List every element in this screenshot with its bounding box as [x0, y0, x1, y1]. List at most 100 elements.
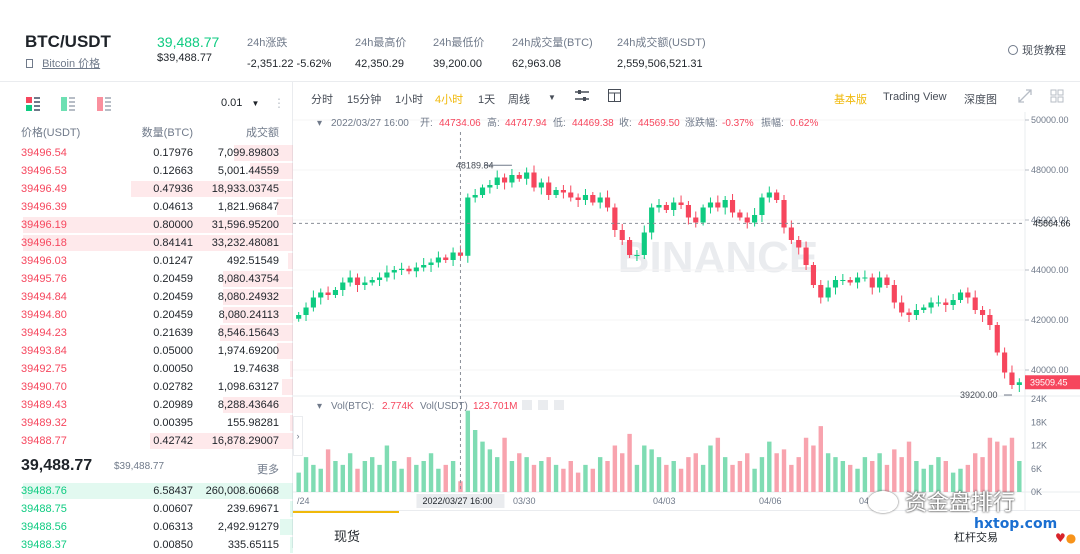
orderbook-row[interactable]: 39494.84 0.20459 8,080.24932: [0, 288, 293, 306]
orderbook-asks-icon[interactable]: [97, 97, 111, 111]
orderbook-bids-icon[interactable]: [61, 97, 75, 111]
orderbook-price: 39494.23: [21, 327, 67, 339]
more-link[interactable]: 更多: [257, 464, 279, 476]
candle-body: [494, 177, 500, 185]
candle-body: [715, 202, 721, 208]
interval-tab[interactable]: 分时: [311, 94, 333, 106]
orderbook-row[interactable]: 39490.70 0.02782 1,098.63127: [0, 378, 293, 396]
candle-body: [318, 292, 324, 298]
orderbook-row[interactable]: 39496.39 0.04613 1,821.96847: [0, 198, 293, 216]
orderbook-row[interactable]: 39488.77 0.42742 16,878.29007: [0, 432, 293, 450]
orderbook-total: 8,288.43646: [217, 399, 279, 411]
volume-bar: [399, 468, 404, 492]
tab-margin[interactable]: 杠杆交易: [954, 529, 998, 545]
orderbook-row[interactable]: 39488.37 0.00850 335.65115: [0, 536, 293, 554]
orderbook-qty: 0.20989: [153, 399, 193, 411]
volume-bar: [472, 430, 478, 492]
depth-bar: [290, 537, 293, 553]
fullscreen-icon[interactable]: [1018, 89, 1032, 106]
orderbook-price: 39496.18: [21, 237, 67, 249]
vol-visibility-icon[interactable]: [522, 400, 532, 410]
time-tick-label: 04: [859, 496, 869, 506]
orderbook-row[interactable]: 39496.54 0.17976 7,099.89803: [0, 144, 293, 162]
depth-bar: [276, 343, 293, 359]
orderbook-row[interactable]: 39496.18 0.84141 33,232.48081: [0, 234, 293, 252]
spot-tutorial-link[interactable]: 现货教程: [1008, 42, 1066, 58]
orderbook-total: 1,821.96847: [217, 201, 279, 213]
depth-bar: [287, 253, 293, 269]
chart-canvas[interactable]: BINANCE 50000.00 48000.00 46000.00 44000.00…: [293, 112, 1080, 540]
volume-bar: [796, 457, 801, 492]
interval-tab[interactable]: 1小时: [395, 94, 424, 106]
volume-bar: [649, 449, 654, 492]
candle-body: [935, 302, 942, 304]
pair-subtitle[interactable]: Bitcoin 价格: [26, 55, 100, 71]
orderbook-price: 39488.37: [21, 539, 67, 551]
volume-bar: [634, 464, 640, 492]
more-options-icon[interactable]: ⋮: [273, 96, 285, 110]
volume-bar: [833, 457, 838, 492]
depth-bar: [233, 145, 293, 161]
view-basic[interactable]: 基本版: [834, 94, 867, 106]
bitcoin-price-link[interactable]: Bitcoin 价格: [42, 58, 101, 70]
volume-bar: [340, 464, 346, 492]
grid-layout-icon[interactable]: [1050, 89, 1064, 106]
orderbook-row[interactable]: 39493.84 0.05000 1,974.69200: [0, 342, 293, 360]
view-depth[interactable]: 深度图: [964, 94, 997, 106]
orderbook-row[interactable]: 39494.23 0.21639 8,546.15643: [0, 324, 293, 342]
vol-usdt-value: 123.701M: [473, 401, 517, 412]
pair-title[interactable]: BTC/USDT: [25, 32, 111, 51]
volume-bar: [605, 461, 610, 492]
orderbook-row[interactable]: 39496.49 0.47936 18,933.03745: [0, 180, 293, 198]
collapse-caret-icon[interactable]: ▾: [317, 118, 322, 129]
interval-tab[interactable]: 15分钟: [347, 94, 382, 106]
chart-settings-icon[interactable]: [608, 89, 621, 105]
volume-bar: [730, 464, 735, 492]
orderbook-row[interactable]: 39492.75 0.00050 19.74638: [0, 360, 293, 378]
orderbook-row[interactable]: 39488.76 6.58437 260,008.60668: [0, 482, 293, 500]
orderbook-row[interactable]: 39494.80 0.20459 8,080.24113: [0, 306, 293, 324]
interval-dropdown-icon[interactable]: ▼: [548, 93, 556, 102]
vol-caret-icon[interactable]: ▾: [317, 401, 322, 412]
orderbook-qty: 0.21639: [153, 327, 193, 339]
volume-bar: [840, 461, 846, 492]
play-circle-icon: [1008, 45, 1018, 55]
expand-panel-handle[interactable]: ›: [293, 416, 303, 456]
stat-value: 62,963.08: [512, 58, 561, 70]
orderbook-qty: 0.42742: [153, 435, 193, 447]
price-tick-label: 40000.00: [1031, 365, 1069, 375]
vol-btc-label: Vol(BTC):: [331, 401, 374, 412]
min-marker-label: 39200.00: [960, 390, 998, 400]
orderbook-row[interactable]: 39496.03 0.01247 492.51549: [0, 252, 293, 270]
tab-spot[interactable]: 现货: [293, 511, 399, 549]
volume-bar: [656, 457, 662, 492]
orderbook-row[interactable]: 39489.43 0.20989 8,288.43646: [0, 396, 293, 414]
volume-bar: [1009, 437, 1015, 492]
view-tradingview[interactable]: Trading View: [883, 91, 947, 103]
stat-value: 2,559,506,521.31: [617, 58, 703, 70]
candle-body: [582, 195, 589, 200]
current-price-tag: [1025, 375, 1080, 390]
vol-settings-icon[interactable]: [538, 400, 548, 410]
orderbook-row[interactable]: 39488.75 0.00607 239.69671: [0, 500, 293, 518]
precision-select[interactable]: 0.01 ▼: [221, 97, 259, 109]
orderbook-row[interactable]: 39495.76 0.20459 8,080.43754: [0, 270, 293, 288]
interval-tab[interactable]: 周线: [508, 94, 530, 106]
volume-bar: [664, 464, 669, 492]
volume-bar: [414, 464, 419, 492]
candle-body: [877, 277, 883, 288]
vol-close-icon[interactable]: [554, 400, 564, 410]
orderbook-row[interactable]: 39496.19 0.80000 31,596.95200: [0, 216, 293, 234]
orderbook-row[interactable]: 39489.32 0.00395 155.98281: [0, 414, 293, 432]
interval-tab[interactable]: 1天: [478, 94, 496, 106]
price-chart[interactable]: 分时 15分钟 1小时 4小时 1天 周线 ▼ 基本版 Trading View…: [293, 82, 1080, 548]
indicators-icon[interactable]: [574, 89, 590, 106]
orderbook-row[interactable]: 39488.56 0.06313 2,492.91279: [0, 518, 293, 536]
orderbook-both-icon[interactable]: [26, 97, 40, 111]
ohlc-amp-label: 振幅:: [761, 116, 784, 129]
orderbook-row[interactable]: 39496.53 0.12663 5,001.44559: [0, 162, 293, 180]
orderbook-total: 5,001.44559: [217, 165, 279, 177]
volume-bar: [561, 468, 566, 492]
interval-tab-active[interactable]: 4小时: [435, 94, 464, 106]
time-tick-label: /24: [297, 496, 310, 506]
